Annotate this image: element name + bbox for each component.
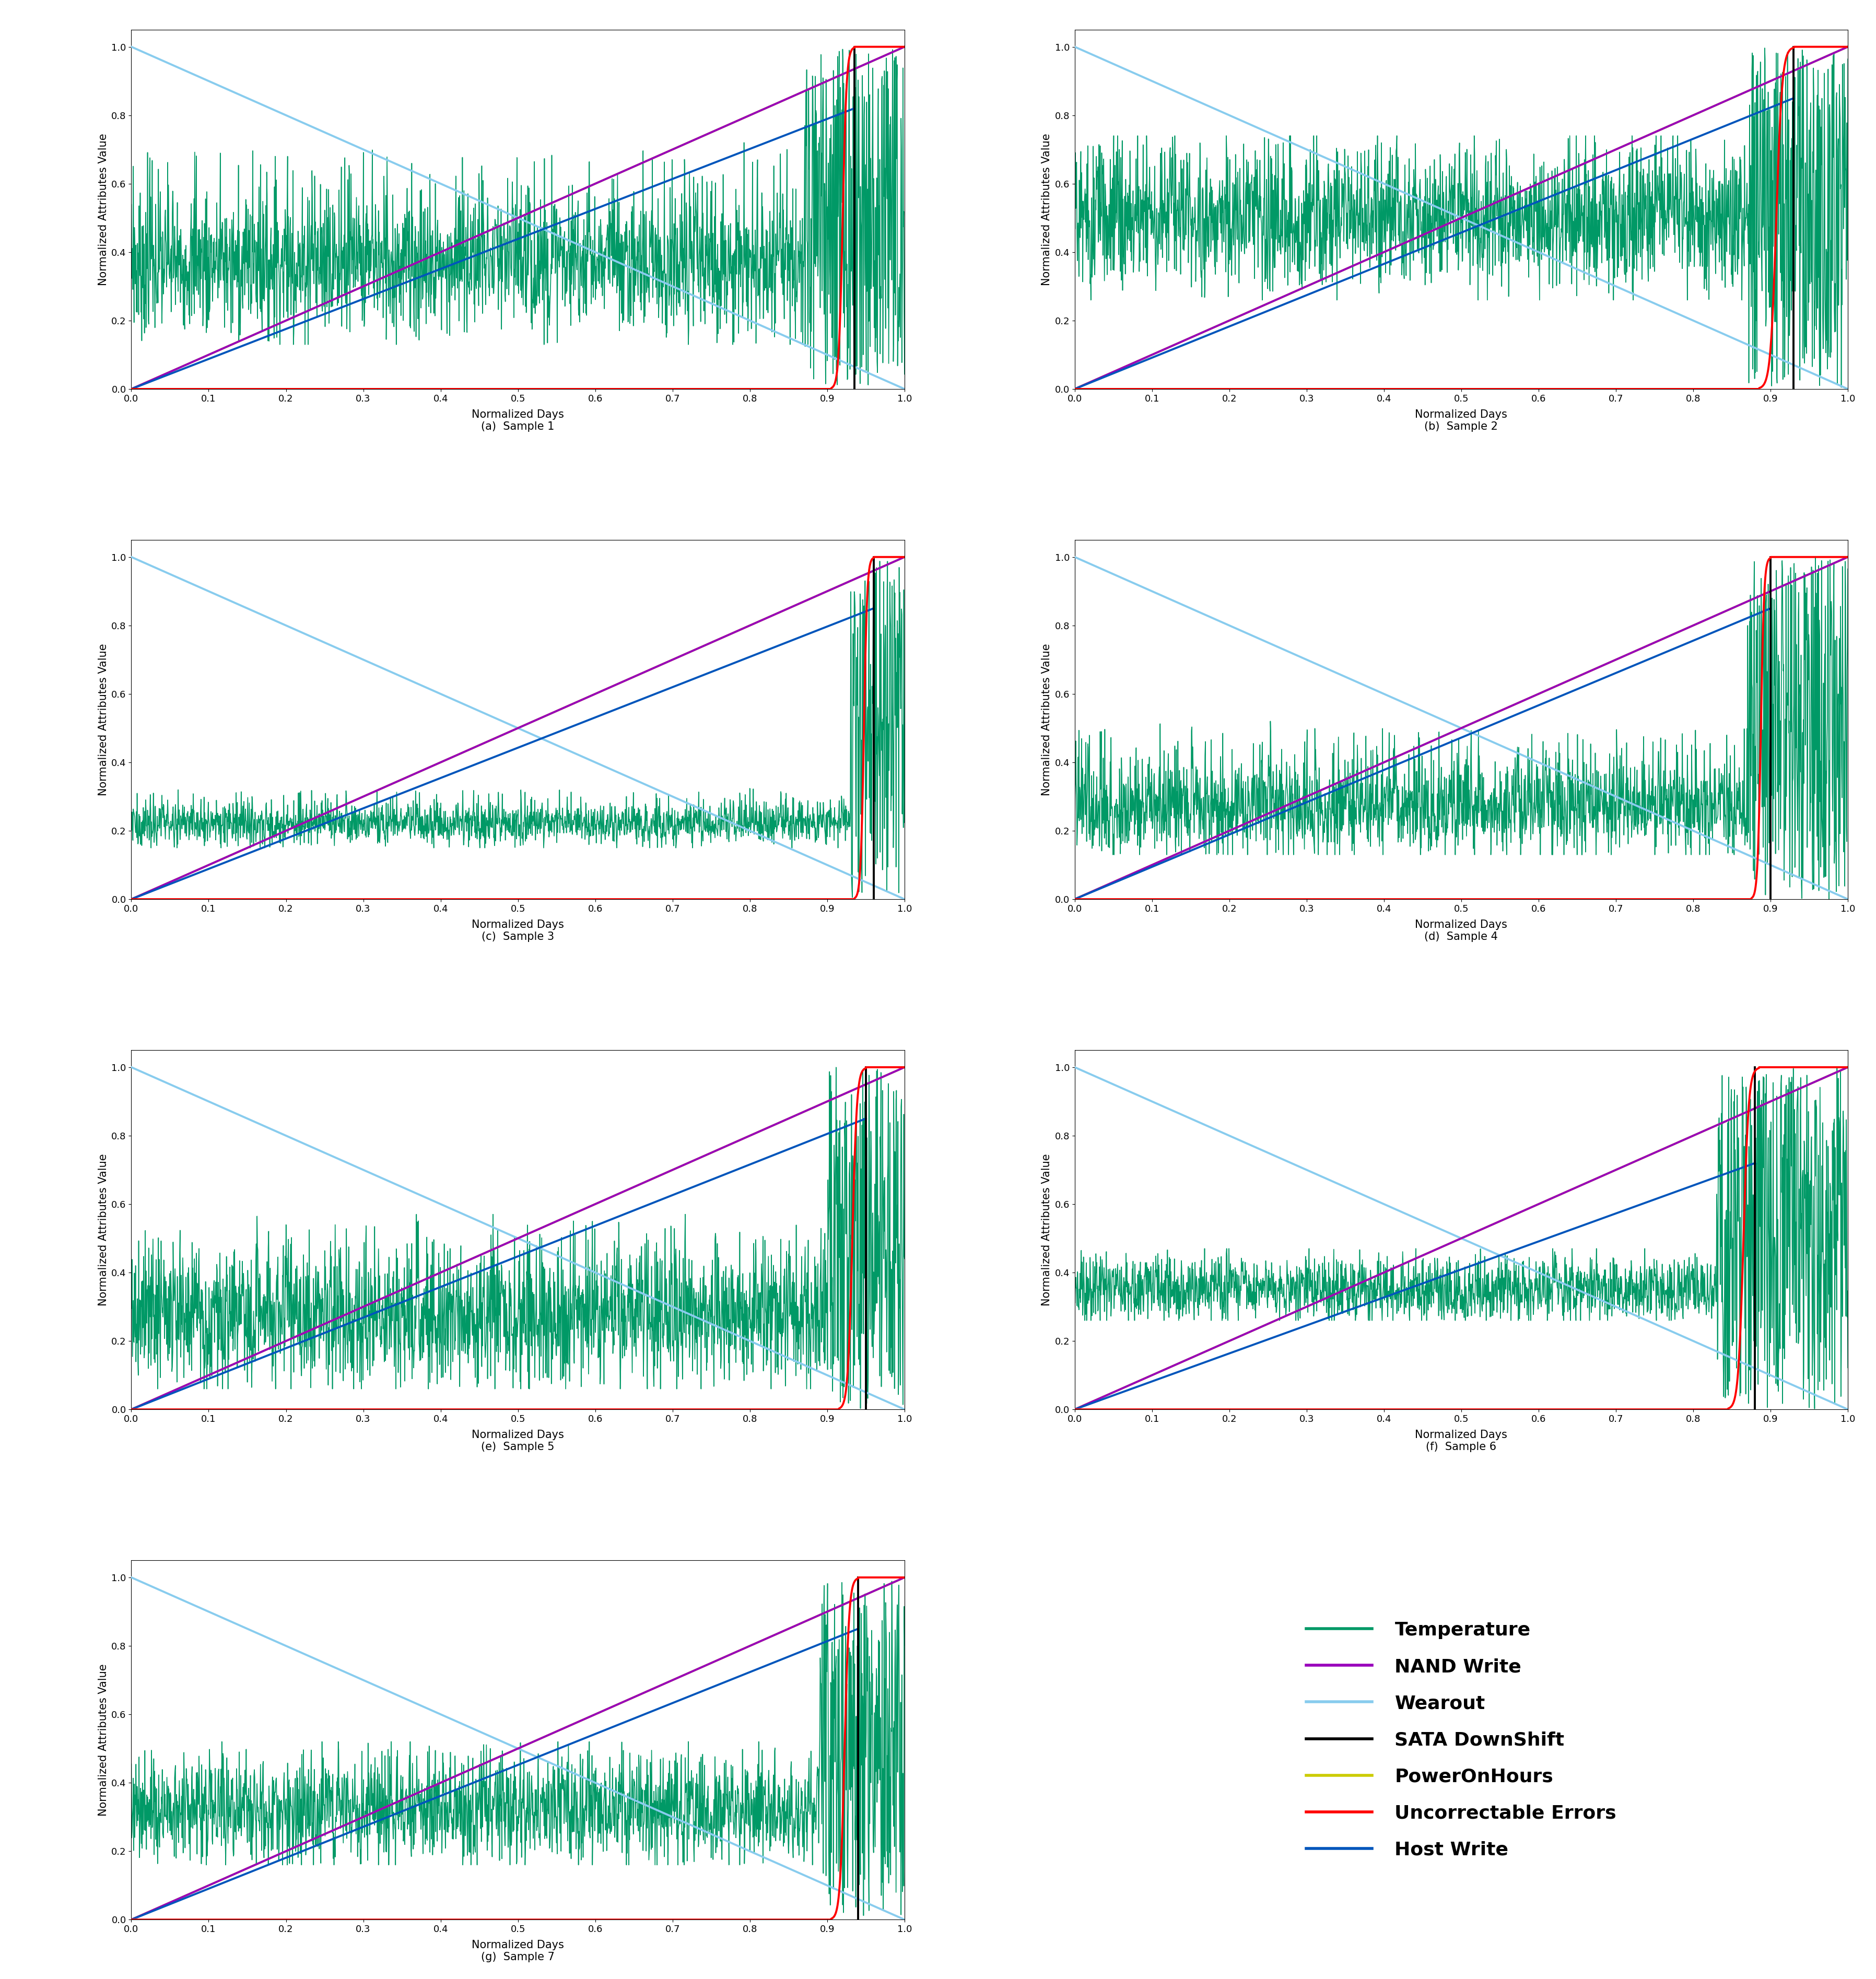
Y-axis label: Normalized Attributes Value: Normalized Attributes Value [98,1154,109,1306]
X-axis label: Normalized Days
(e)  Sample 5: Normalized Days (e) Sample 5 [471,1429,565,1453]
Legend: Temperature, NAND Write, Wearout, SATA DownShift, PowerOnHours, Uncorrectable Er: Temperature, NAND Write, Wearout, SATA D… [1298,1613,1625,1866]
Y-axis label: Normalized Attributes Value: Normalized Attributes Value [1041,133,1052,285]
Y-axis label: Normalized Attributes Value: Normalized Attributes Value [1041,1154,1052,1306]
X-axis label: Normalized Days
(c)  Sample 3: Normalized Days (c) Sample 3 [471,920,565,942]
Y-axis label: Normalized Attributes Value: Normalized Attributes Value [98,643,109,796]
Y-axis label: Normalized Attributes Value: Normalized Attributes Value [1041,643,1052,796]
X-axis label: Normalized Days
(f)  Sample 6: Normalized Days (f) Sample 6 [1415,1429,1508,1453]
X-axis label: Normalized Days
(b)  Sample 2: Normalized Days (b) Sample 2 [1415,410,1508,431]
X-axis label: Normalized Days
(d)  Sample 4: Normalized Days (d) Sample 4 [1415,920,1508,942]
X-axis label: Normalized Days
(g)  Sample 7: Normalized Days (g) Sample 7 [471,1939,565,1963]
X-axis label: Normalized Days
(a)  Sample 1: Normalized Days (a) Sample 1 [471,410,565,431]
Y-axis label: Normalized Attributes Value: Normalized Attributes Value [98,133,109,285]
Y-axis label: Normalized Attributes Value: Normalized Attributes Value [98,1664,109,1817]
